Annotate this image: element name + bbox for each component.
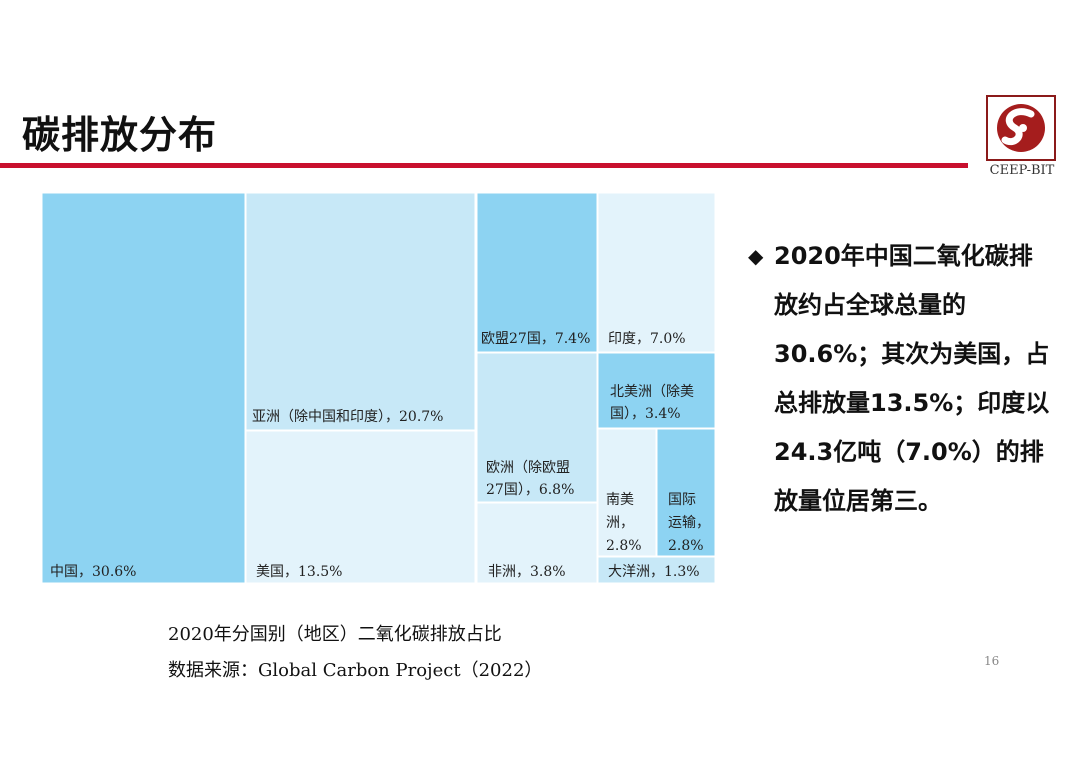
treemap-cell — [476, 352, 598, 503]
treemap-cell-label: 非洲，3.8% — [488, 564, 566, 580]
treemap-cell-label: 欧洲（除欧盟 — [486, 460, 570, 476]
treemap-cell-label: 国际 — [668, 492, 696, 508]
treemap-cell — [41, 192, 246, 584]
treemap-cell-label: 北美洲（除美 — [610, 384, 694, 400]
treemap-cell — [245, 192, 476, 431]
treemap-cell-label: 2.8% — [606, 538, 642, 554]
treemap-cell-label: 南美 — [606, 492, 634, 508]
ceep-bit-logo — [986, 95, 1056, 161]
page-number: 16 — [984, 654, 1000, 668]
treemap-cell — [597, 428, 657, 557]
treemap-cell — [656, 428, 716, 557]
diamond-bullet-icon: ◆ — [748, 244, 764, 268]
treemap-cell-label: 洲， — [606, 515, 634, 531]
treemap-cell — [597, 352, 716, 429]
treemap-cell-label: 印度，7.0% — [608, 331, 686, 347]
title-underline — [0, 163, 968, 168]
treemap-cell-label: 中国，30.6% — [50, 564, 136, 580]
treemap-cell-label: 2.8% — [668, 538, 704, 554]
treemap-cell-label: 运输， — [668, 515, 710, 531]
treemap-cell-label: 大洋洲，1.3% — [608, 564, 700, 580]
treemap-cell — [476, 502, 598, 584]
data-source: 数据来源：Global Carbon Project（2022） — [168, 660, 543, 681]
treemap-cell — [597, 192, 716, 353]
treemap-cell-label: 欧盟27国，7.4% — [481, 331, 590, 347]
treemap-cell-label: 27国），6.8% — [486, 482, 574, 498]
slide-title: 碳排放分布 — [22, 113, 218, 157]
summary-text: 2020年中国二氧化碳排放约占全球总量的30.6%；其次为美国，占总排放量13.… — [774, 242, 1050, 515]
logo-caption: CEEP-BIT — [989, 163, 1055, 178]
treemap-cell — [597, 556, 716, 584]
treemap-cell-label: 国），3.4% — [610, 406, 681, 422]
treemap-cell — [245, 430, 476, 584]
treemap-cell-label: 美国，13.5% — [256, 564, 342, 580]
treemap-cell-label: 亚洲（除中国和印度），20.7% — [252, 409, 443, 425]
treemap-cell — [476, 192, 598, 353]
chart-caption: 2020年分国别（地区）二氧化碳排放占比 — [168, 624, 502, 645]
